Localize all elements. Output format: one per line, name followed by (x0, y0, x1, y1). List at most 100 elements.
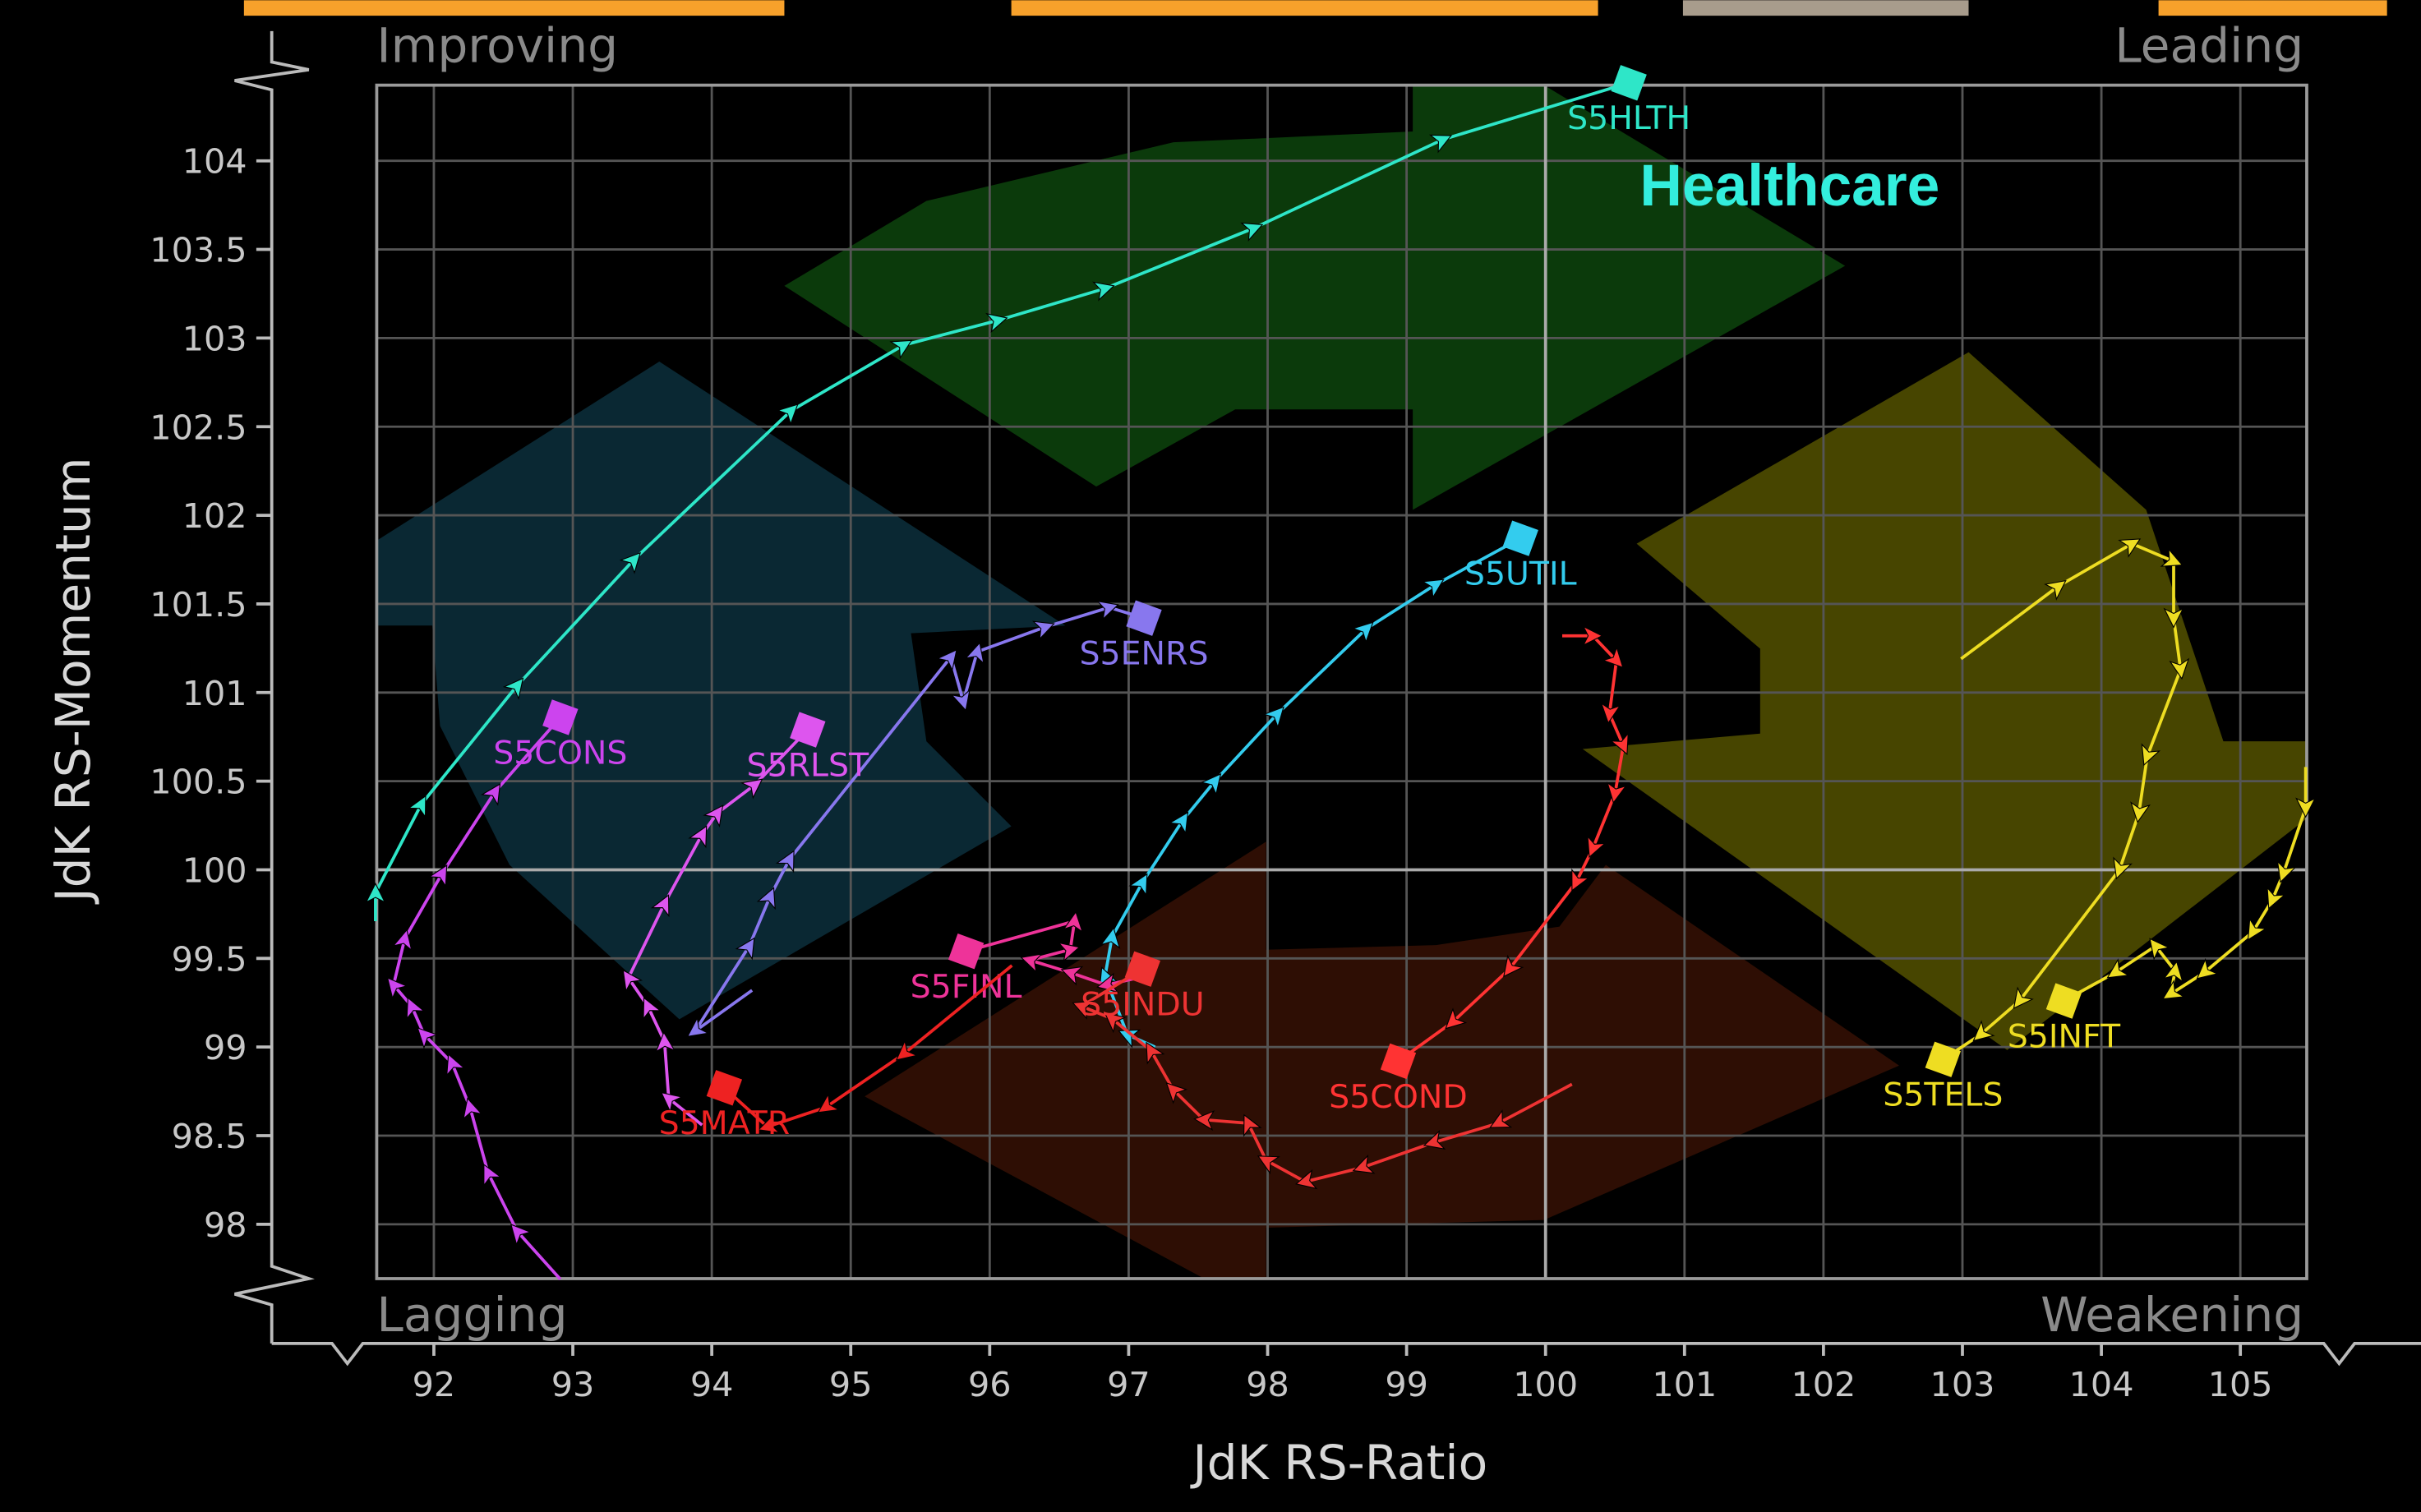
series-s5enrs: S5ENRS (686, 600, 1209, 1038)
trail-point-arrow-icon (686, 1016, 710, 1038)
series-s5matr: S5MATR (659, 964, 1013, 1142)
x-tick-label: 99 (1385, 1365, 1428, 1404)
trail-point-arrow-icon (481, 783, 501, 806)
grid (376, 85, 2307, 1279)
trail-point-arrow-icon (1602, 646, 1624, 669)
trail-point-arrow-icon (2163, 961, 2184, 983)
trail-point-arrow-icon (2196, 957, 2219, 980)
trail-line (374, 81, 1630, 922)
head-marker (1925, 1041, 1961, 1077)
rotation-arrows (376, 85, 2307, 1279)
series-label: S5ENRS (1080, 635, 1209, 673)
series-s5finl: S5FINL (911, 910, 1146, 1006)
x-tick-label: 92 (413, 1365, 456, 1404)
trail-point-arrow-icon (775, 850, 795, 874)
trail-point-arrow-icon (1243, 1113, 1262, 1137)
trail-point-arrow-icon (365, 882, 386, 904)
trail-point-arrow-icon (1104, 1012, 1127, 1034)
head-marker (1124, 951, 1161, 987)
trail-point-arrow-icon (2295, 797, 2317, 818)
x-tick-label: 97 (1107, 1365, 1151, 1404)
head-marker (1380, 1043, 1417, 1080)
trail-point-arrow-icon (619, 551, 641, 574)
head-marker (948, 933, 985, 970)
trail-point-arrow-icon (406, 997, 426, 1021)
toolbar-field-3[interactable] (2158, 0, 2387, 16)
trail-point-arrow-icon (1096, 600, 1119, 620)
y-tick-label: 100.5 (150, 763, 247, 802)
trail-point-arrow-icon (757, 1113, 781, 1134)
y-tick-label: 102 (182, 496, 247, 536)
trail-point-arrow-icon (2162, 980, 2185, 1000)
x-tick-label: 100 (1513, 1365, 1578, 1404)
quadrant-improving: Improving (376, 17, 618, 73)
x-tick-label: 105 (2208, 1365, 2273, 1404)
trail-point-arrow-icon (1063, 910, 1084, 933)
head-marker (542, 699, 579, 735)
trail-point-arrow-icon (1128, 873, 1148, 897)
trail-point-arrow-icon (655, 1031, 676, 1053)
plot-frame (375, 83, 2308, 1280)
trail-point-arrow-icon (2247, 917, 2267, 941)
y-tick-label: 98.5 (172, 1117, 247, 1156)
trail-point-arrow-icon (2013, 986, 2034, 1010)
trail-point-arrow-icon (1100, 927, 1121, 949)
toolbar-date-field[interactable] (1682, 0, 1969, 16)
trail-point-arrow-icon (2276, 860, 2297, 883)
toolbar-field-2[interactable] (1011, 0, 1598, 16)
head-marker (790, 712, 826, 748)
x-tick-label: 98 (1246, 1365, 1289, 1404)
series-label: S5COND (1329, 1078, 1468, 1116)
trail-point-arrow-icon (643, 997, 662, 1021)
y-axis-break-icon (234, 30, 315, 1344)
trail-point-arrow-icon (817, 1093, 841, 1113)
y-tick-label: 99 (204, 1028, 247, 1067)
head-marker (1611, 65, 1647, 101)
trail-point-arrow-icon (463, 1097, 483, 1120)
trail-point-arrow-icon (1240, 222, 1264, 242)
quadrant-leading: Leading (2114, 17, 2303, 73)
trail-point-arrow-icon (2141, 743, 2161, 767)
y-tick-label: 104 (182, 142, 247, 182)
trail-point-arrow-icon (386, 977, 408, 1000)
trail-point-arrow-icon (1165, 1082, 1188, 1104)
trail-point-arrow-icon (1571, 868, 1590, 892)
y-tick-label: 98 (204, 1205, 247, 1245)
y-tick-label: 101 (182, 674, 247, 713)
series-label: S5INFT (2008, 1017, 2121, 1055)
trail-point-arrow-icon (510, 1224, 533, 1247)
x-tick-label: 103 (1930, 1365, 1995, 1404)
x-tick-label: 102 (1791, 1365, 1856, 1404)
head-marker (1502, 520, 1538, 556)
weakening-arrow (1582, 352, 2307, 1050)
trail-point-arrow-icon (1607, 781, 1627, 804)
trail-point-arrow-icon (2044, 579, 2067, 601)
trail-point-arrow-icon (446, 1053, 466, 1076)
series-s5hlth: S5HLTH (365, 65, 1690, 922)
healthcare-annotation: Healthcare (1639, 153, 1939, 219)
trail-point-arrow-icon (1072, 1000, 1095, 1020)
y-axis: 98 98.5 99 99.5 100 100.5 101 101.5 102 102.5 103 1… (150, 142, 272, 1245)
x-tick-label: 95 (829, 1365, 873, 1404)
trail-point-arrow-icon (1609, 731, 1629, 755)
trail-line (391, 716, 562, 1280)
trail-point-arrow-icon (1489, 1109, 1513, 1128)
trail-point-arrow-icon (502, 677, 524, 700)
series-s5tels: S5TELS (1883, 538, 2190, 1114)
trail-point-arrow-icon (1020, 953, 1044, 974)
x-tick-label: 93 (551, 1365, 595, 1404)
trail-point-arrow-icon (650, 894, 670, 918)
trail-point-arrow-icon (740, 778, 763, 800)
x-tick-label: 94 (690, 1365, 734, 1404)
trail-point-arrow-icon (1582, 625, 1603, 647)
series-label: S5FINL (911, 968, 1022, 1006)
toolbar-field-1[interactable] (243, 0, 785, 16)
trail-point-arrow-icon (1421, 579, 1445, 599)
trail-point-arrow-icon (688, 825, 708, 849)
trail-point-arrow-icon (483, 1164, 502, 1187)
trail-point-arrow-icon (1060, 966, 1084, 986)
x-tick-label: 101 (1652, 1365, 1717, 1404)
trail-point-arrow-icon (964, 642, 985, 665)
y-tick-label: 102.5 (150, 408, 247, 447)
trail-point-arrow-icon (417, 1027, 439, 1049)
